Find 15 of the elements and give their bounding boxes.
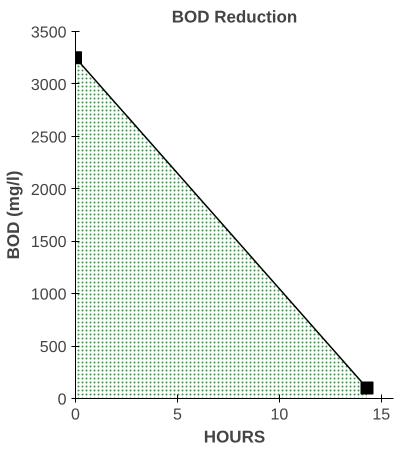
y-tick-label: 500 (40, 339, 67, 356)
y-tick-label: 3500 (30, 24, 67, 42)
chart-title: BOD Reduction (172, 8, 298, 26)
y-tick-label: 3000 (30, 76, 67, 94)
x-tick-label: 5 (172, 406, 182, 424)
y-axis-title: BOD (mg/l) (4, 170, 23, 260)
y-tick-label: 1500 (30, 234, 67, 252)
y-tick-label: 2500 (30, 129, 67, 146)
y-tick-label: 2000 (30, 182, 67, 199)
x-tick-label: 0 (71, 406, 80, 424)
x-tick-label: 10 (270, 406, 288, 424)
y-tick-label: 0 (58, 392, 67, 408)
y-tick-label: 1000 (30, 286, 67, 304)
x-tick-label: 15 (372, 406, 390, 424)
x-axis-title: HOURS (204, 428, 266, 446)
